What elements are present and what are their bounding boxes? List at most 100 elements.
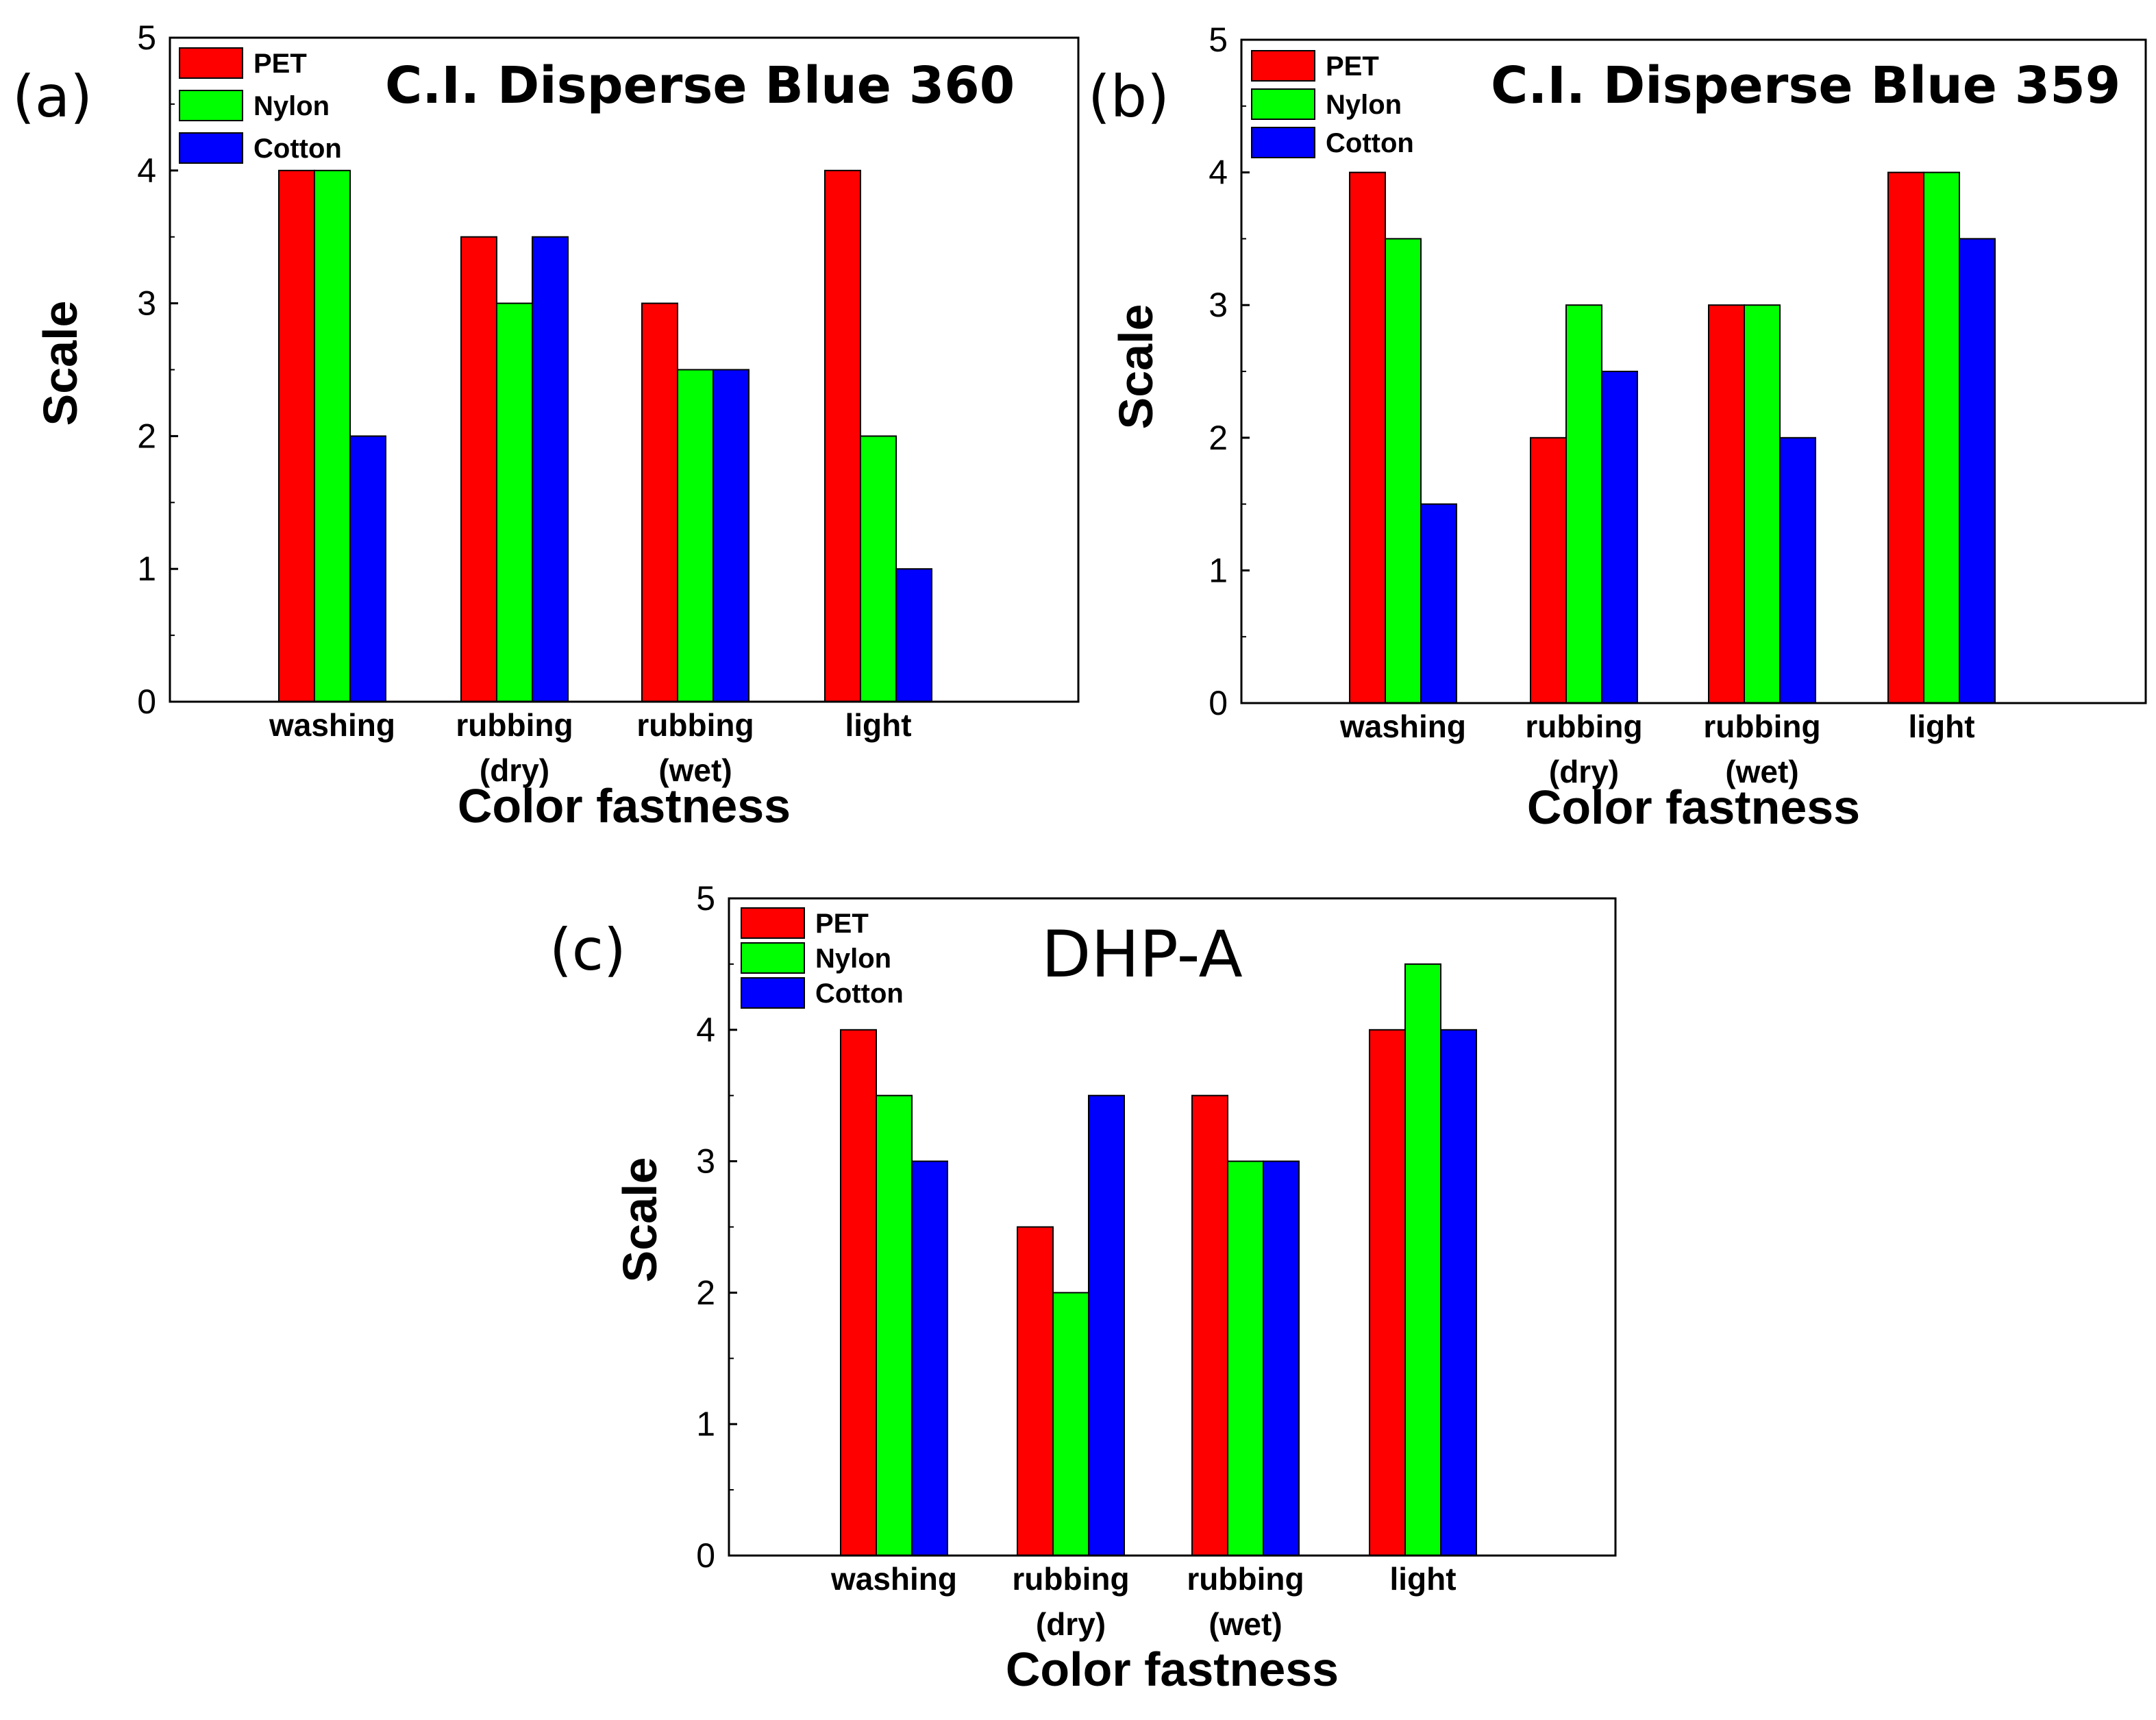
y-tick-label: 2 bbox=[696, 1273, 715, 1312]
bar-cotton-4 bbox=[1959, 238, 1996, 704]
bar-pet-4 bbox=[1887, 171, 1924, 704]
x-tick-label: (dry) bbox=[480, 752, 549, 788]
chart-title: C.I. Disperse Blue 360 bbox=[385, 56, 1015, 115]
legend-swatch-pet bbox=[1251, 50, 1315, 82]
y-tick-label: 5 bbox=[137, 19, 156, 57]
legend-swatch-cotton bbox=[1251, 127, 1315, 158]
bar-cotton-2 bbox=[1601, 371, 1638, 704]
bar-cotton-3 bbox=[1779, 437, 1816, 704]
bar-pet-1 bbox=[278, 169, 315, 703]
bar-cotton-4 bbox=[1440, 1029, 1477, 1557]
y-tick-label: 0 bbox=[137, 683, 156, 721]
legend-label-nylon: Nylon bbox=[1326, 90, 1402, 120]
y-axis-title: Scale bbox=[34, 301, 87, 426]
bar-cotton-1 bbox=[1420, 503, 1457, 704]
panel-label: (c) bbox=[549, 916, 626, 983]
x-tick-label: light bbox=[1389, 1561, 1456, 1597]
bar-pet-4 bbox=[1369, 1029, 1406, 1557]
bar-nylon-2 bbox=[1052, 1292, 1089, 1557]
bar-pet-1 bbox=[840, 1029, 877, 1557]
y-tick-label: 0 bbox=[1209, 684, 1228, 722]
y-tick-label: 5 bbox=[696, 879, 715, 918]
bar-pet-3 bbox=[1708, 304, 1745, 704]
bar-nylon-4 bbox=[860, 435, 897, 703]
x-tick-label: washing bbox=[269, 707, 395, 743]
x-tick-label: (wet) bbox=[1725, 754, 1798, 789]
x-tick-label: rubbing bbox=[1012, 1561, 1129, 1597]
bar-pet-3 bbox=[1191, 1094, 1228, 1556]
bar-nylon-1 bbox=[876, 1094, 913, 1556]
bar-cotton-1 bbox=[349, 435, 386, 703]
x-tick-label: (wet) bbox=[658, 752, 732, 788]
chart-panel-2: 0 1 2 3 4 5 washing rubbing (dry) rubbing (wet) lig… bbox=[1088, 21, 2147, 834]
y-tick-label: 0 bbox=[696, 1536, 715, 1575]
bar-nylon-2 bbox=[1565, 304, 1602, 704]
legend-swatch-nylon bbox=[741, 942, 805, 974]
x-tick-label: rubbing bbox=[636, 707, 754, 743]
y-tick-label: 5 bbox=[1209, 21, 1228, 59]
bar-nylon-3 bbox=[1227, 1160, 1264, 1556]
y-axis-title: Scale bbox=[613, 1157, 667, 1283]
y-axis-title: Scale bbox=[1109, 304, 1163, 430]
bar-nylon-3 bbox=[1744, 304, 1781, 704]
y-tick-label: 2 bbox=[1209, 419, 1228, 457]
bar-cotton-2 bbox=[1088, 1094, 1125, 1556]
y-tick-label: 4 bbox=[1209, 153, 1228, 192]
y-tick-label: 2 bbox=[137, 417, 156, 455]
panel-label: (b) bbox=[1088, 63, 1169, 130]
x-tick-label: rubbing bbox=[1525, 709, 1642, 744]
legend-label-pet: PET bbox=[1326, 51, 1379, 82]
bar-nylon-3 bbox=[677, 369, 714, 702]
bar-nylon-4 bbox=[1404, 963, 1441, 1556]
bar-cotton-3 bbox=[1263, 1160, 1300, 1556]
bar-cotton-2 bbox=[532, 236, 569, 702]
bar-nylon-1 bbox=[1385, 238, 1422, 704]
bar-cotton-1 bbox=[911, 1160, 948, 1556]
legend-swatch-pet bbox=[741, 907, 805, 939]
legend-swatch-cotton bbox=[741, 977, 805, 1009]
y-tick-label: 3 bbox=[696, 1142, 715, 1181]
x-axis-title: Color fastness bbox=[458, 779, 791, 833]
bar-cotton-4 bbox=[895, 568, 932, 703]
bar-nylon-1 bbox=[314, 169, 351, 703]
panel-label: (a) bbox=[12, 63, 92, 130]
bar-pet-3 bbox=[641, 302, 678, 703]
bar-nylon-4 bbox=[1923, 171, 1960, 704]
chart-panel-1: 0 1 2 3 4 5 washing rubbing (dry) rubbing (wet) lig… bbox=[12, 19, 1080, 833]
bar-pet-4 bbox=[824, 169, 861, 703]
bar-pet-2 bbox=[460, 236, 497, 702]
y-tick-label: 4 bbox=[137, 151, 156, 190]
x-tick-label: light bbox=[1908, 709, 1974, 744]
x-tick-label: (wet) bbox=[1209, 1606, 1282, 1642]
y-tick-label: 1 bbox=[1209, 551, 1228, 589]
chart-title: C.I. Disperse Blue 359 bbox=[1491, 56, 2120, 115]
bar-pet-2 bbox=[1530, 437, 1567, 704]
x-axis-title: Color fastness bbox=[1527, 781, 1860, 834]
legend-swatch-pet bbox=[179, 47, 243, 79]
x-tick-label: rubbing bbox=[1703, 709, 1820, 744]
legend-swatch-cotton bbox=[179, 132, 243, 164]
x-tick-label: light bbox=[845, 707, 911, 743]
y-tick-label: 1 bbox=[137, 550, 156, 588]
legend-label-cotton: Cotton bbox=[253, 134, 342, 164]
bar-pet-1 bbox=[1349, 171, 1386, 704]
legend-label-nylon: Nylon bbox=[815, 944, 891, 974]
x-tick-label: washing bbox=[1339, 709, 1466, 744]
x-axis-title: Color fastness bbox=[1006, 1643, 1339, 1696]
x-tick-label: (dry) bbox=[1549, 754, 1619, 789]
chart-title: DHP-A bbox=[1041, 918, 1243, 992]
x-tick-label: washing bbox=[830, 1561, 957, 1597]
legend-label-pet: PET bbox=[253, 49, 307, 79]
legend-label-cotton: Cotton bbox=[815, 979, 904, 1009]
chart-panel-3: 0 1 2 3 4 5 washing rubbing (dry) rubbing (wet) lig… bbox=[549, 879, 1617, 1696]
legend-label-nylon: Nylon bbox=[253, 91, 330, 121]
legend-label-pet: PET bbox=[815, 909, 869, 939]
legend-label-cotton: Cotton bbox=[1326, 128, 1414, 158]
y-tick-label: 1 bbox=[696, 1405, 715, 1443]
x-tick-label: rubbing bbox=[456, 707, 573, 743]
bar-nylon-2 bbox=[496, 302, 533, 703]
y-tick-label: 3 bbox=[1209, 286, 1228, 324]
bar-cotton-3 bbox=[713, 369, 749, 702]
legend-swatch-nylon bbox=[1251, 88, 1315, 120]
